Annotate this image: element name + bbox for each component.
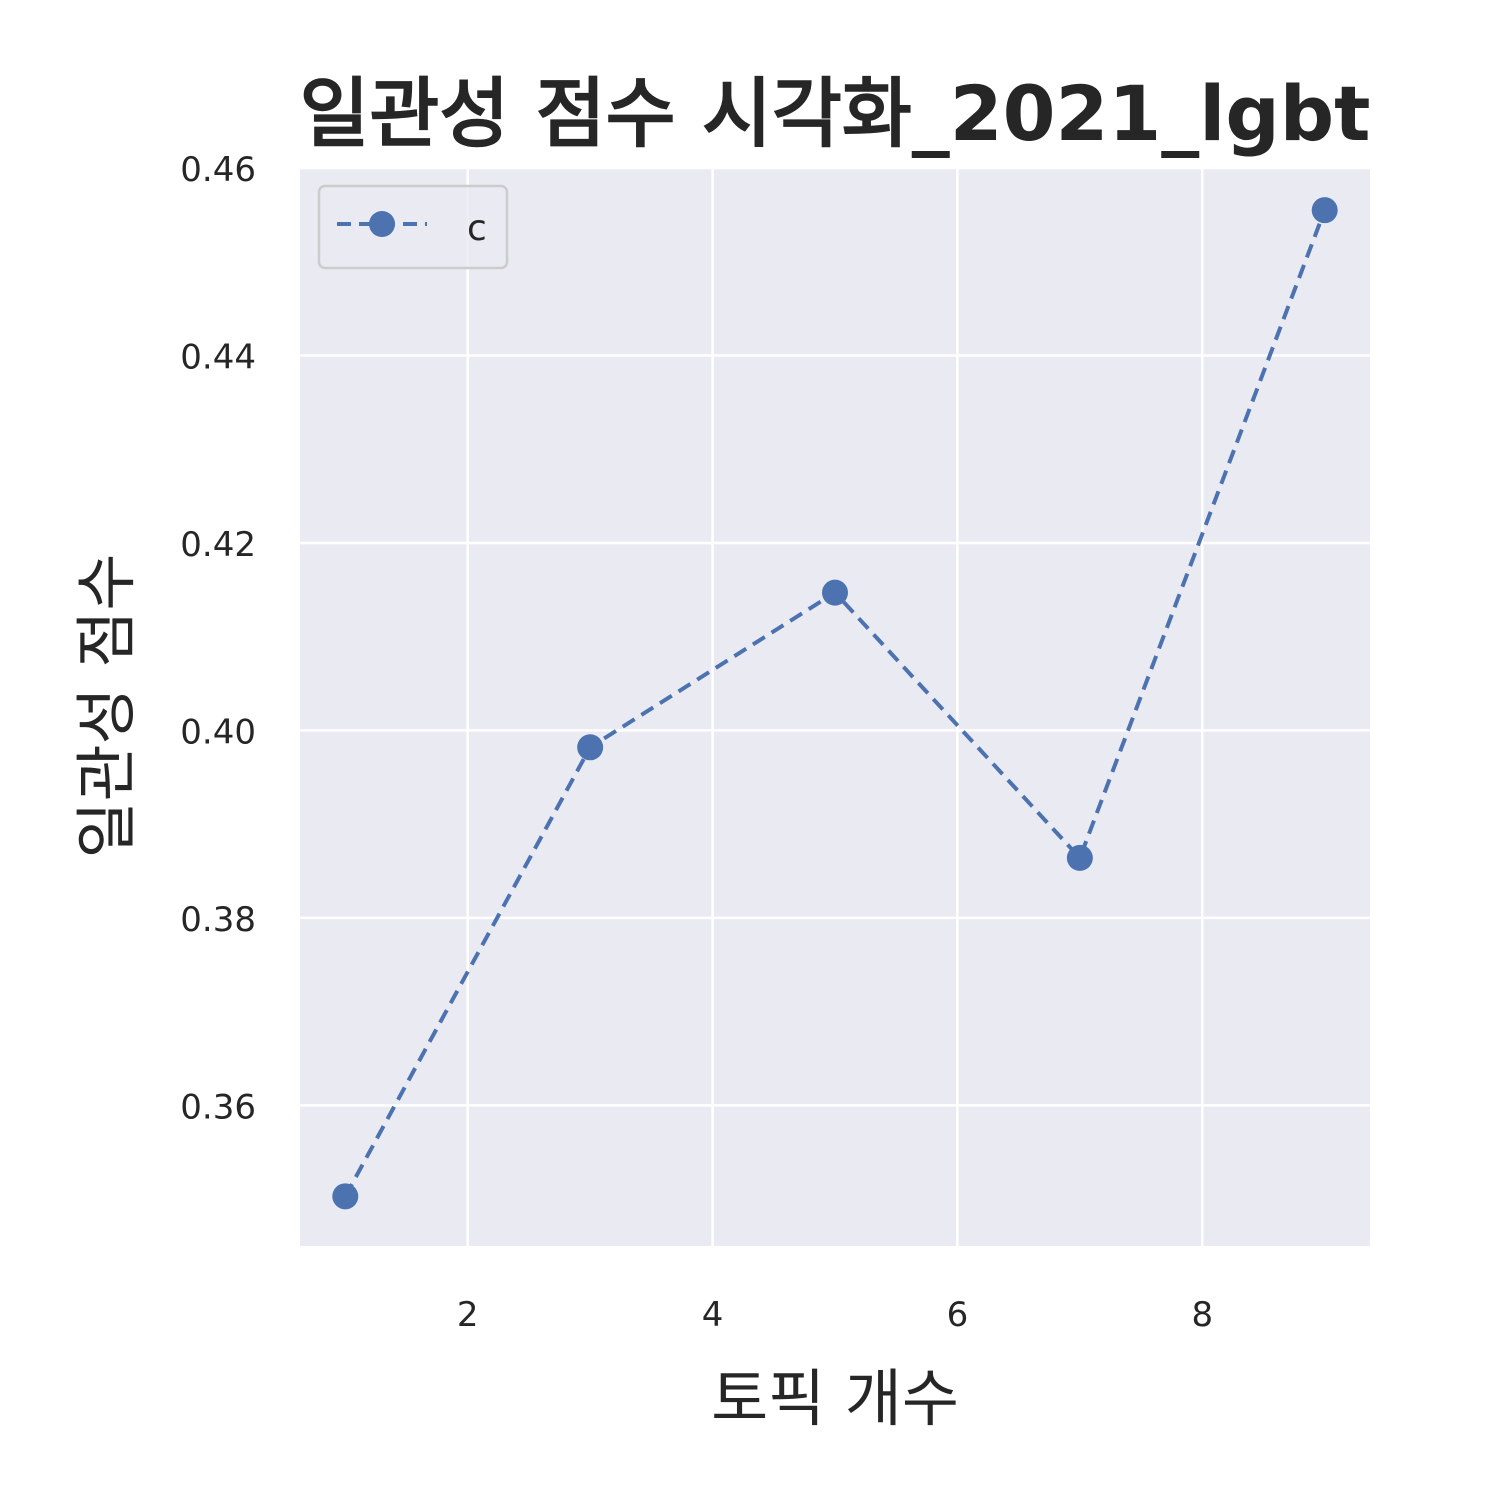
legend-frame	[317, 184, 509, 270]
y-tick-label: 0.36	[180, 1087, 256, 1127]
y-tick-label: 0.40	[180, 712, 256, 752]
legend: c	[317, 184, 509, 270]
x-tick-label: 4	[702, 1295, 724, 1335]
legend-label: c	[467, 208, 487, 249]
y-tick-label: 0.38	[180, 900, 256, 940]
x-axis-title: 토픽 개수	[711, 1362, 959, 1435]
data-point	[1311, 197, 1338, 224]
data-point	[577, 734, 604, 761]
data-point	[1066, 844, 1093, 871]
data-point	[332, 1183, 359, 1210]
y-axis-title: 일관성 점수	[70, 554, 143, 859]
x-tick-label: 6	[947, 1295, 969, 1335]
y-tick-label: 0.42	[180, 525, 256, 565]
y-tick-label: 0.46	[180, 150, 256, 190]
y-tick-label: 0.44	[180, 337, 256, 377]
plot-area: 2 4 6 8 0.36 0.38 0.40 0.42 0.44 0.46	[180, 150, 1370, 1335]
x-tick-label: 2	[457, 1295, 479, 1335]
chart-title: 일관성 점수 시각화_2021_lgbt	[300, 69, 1371, 158]
legend-marker	[369, 211, 395, 237]
data-point	[822, 579, 848, 606]
x-tick-label: 8	[1191, 1295, 1213, 1335]
plot-background	[300, 168, 1370, 1246]
